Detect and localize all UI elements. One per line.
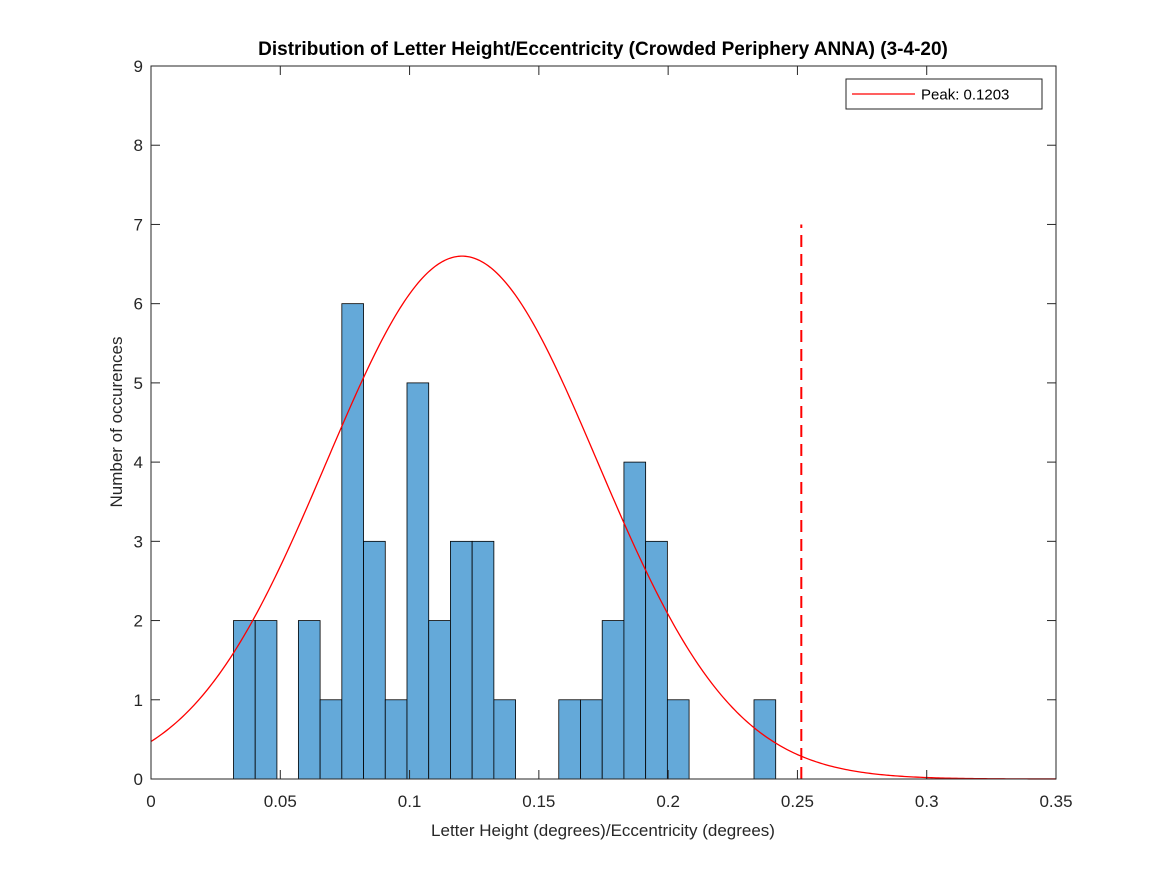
- histogram-bar-18: [666, 699, 690, 780]
- x-tick-label: 0.15: [522, 792, 555, 811]
- chart-title: Distribution of Letter Height/Eccentrici…: [258, 39, 948, 60]
- curve-layer: [150, 224, 1056, 780]
- fit-curve-line: [150, 255, 1056, 780]
- y-tick-label: 0: [134, 770, 143, 789]
- y-tick-label: 7: [134, 215, 143, 234]
- histogram-bar-6: [363, 540, 386, 780]
- histogram-bar-3: [297, 620, 321, 780]
- y-tick-label: 8: [134, 136, 143, 155]
- y-tick-label: 3: [134, 532, 143, 551]
- x-tick-label: 0.2: [656, 792, 680, 811]
- x-tick-label: 0.1: [398, 792, 422, 811]
- histogram-bar-2: [254, 620, 278, 780]
- y-tick-label: 4: [134, 453, 143, 472]
- histogram-bar-4: [319, 699, 343, 780]
- ticks-layer: 0 0.05 0.1 0.15 0.2 0.25 0.3 0.35 0 1 2 3 4 5 6 7 8 9: [134, 57, 1073, 811]
- x-axis-label: Letter Height (degrees)/Eccentricity (de…: [431, 821, 775, 840]
- histogram-bar-8: [406, 382, 430, 780]
- histogram-bar-10: [450, 540, 473, 780]
- legend: Peak: 0.1203: [845, 78, 1043, 110]
- x-tick-label: 0.25: [781, 792, 814, 811]
- histogram-bar-12: [493, 699, 516, 780]
- y-tick-label: 1: [134, 691, 143, 710]
- y-tick-label: 6: [134, 295, 143, 314]
- histogram-bar-16: [623, 461, 647, 780]
- bars-layer: [233, 303, 777, 780]
- y-tick-label: 9: [134, 57, 143, 76]
- x-tick-label: 0.3: [915, 792, 939, 811]
- histogram-bar-7: [384, 699, 408, 780]
- histogram-bar-5: [341, 303, 364, 780]
- histogram-bar-1: [233, 620, 256, 780]
- y-tick-label: 2: [134, 612, 143, 631]
- histogram-bar-14: [580, 699, 603, 780]
- histogram-bar-9: [428, 620, 451, 780]
- x-tick-label: 0.35: [1039, 792, 1072, 811]
- x-tick-label: 0.05: [264, 792, 297, 811]
- histogram-bar-13: [558, 699, 581, 780]
- axes-layer: [150, 65, 1057, 780]
- y-axis-label: Number of occurences: [107, 336, 126, 507]
- histogram-bar-15: [601, 620, 625, 780]
- plot-area-frame: [150, 65, 1057, 780]
- histogram-bar-11: [471, 540, 495, 780]
- histogram-bar-19: [753, 699, 777, 780]
- legend-entry-label: Peak: 0.1203: [921, 87, 1009, 104]
- x-tick-label: 0: [146, 792, 155, 811]
- y-tick-label: 5: [134, 374, 143, 393]
